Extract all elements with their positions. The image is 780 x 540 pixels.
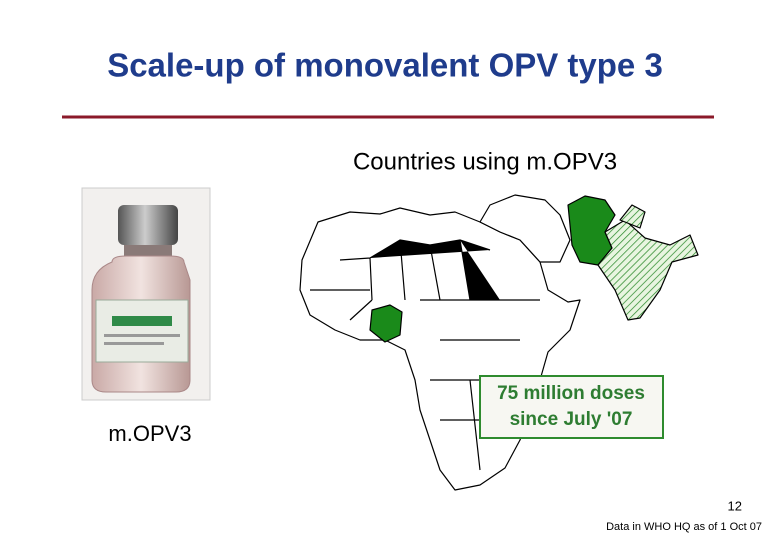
vial-label: m.OPV3	[108, 421, 191, 446]
slide-title: Scale-up of monovalent OPV type 3	[107, 47, 663, 84]
map-title: Countries using m.OPV3	[353, 148, 617, 175]
source-note: Data in WHO HQ as of 1 Oct 07	[606, 521, 762, 533]
map	[299, 194, 699, 491]
callout-line: 75 million doses	[497, 383, 645, 404]
callout-line: since July '07	[510, 409, 633, 430]
page-number: 12	[728, 498, 742, 513]
callout-box	[479, 375, 664, 439]
vial-photo	[81, 187, 211, 401]
